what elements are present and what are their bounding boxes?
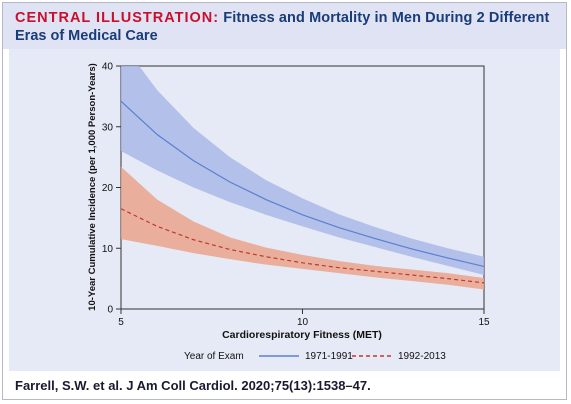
illustration-label: CENTRAL ILLUSTRATION: — [15, 10, 220, 26]
chart-panel: 0 10 20 30 40 5 10 15 10-Year Cumulative Incide… — [9, 49, 560, 371]
series-line-1992-2013 — [121, 208, 484, 284]
series-line-1971-1991 — [121, 100, 484, 268]
y-tick-label: 30 — [102, 122, 114, 133]
x-tick-label: 5 — [118, 317, 124, 328]
chart: 0 10 20 30 40 5 10 15 10-Year Cumulative Incide… — [87, 62, 490, 363]
illustration-frame: CENTRAL ILLUSTRATION: Fitness and Mortal… — [2, 2, 567, 400]
legend-label-1971-1991: 1971-1991 — [305, 351, 353, 362]
y-tick-label: 0 — [107, 305, 113, 316]
x-tick-label: 10 — [297, 317, 309, 328]
y-tick-label: 20 — [102, 183, 114, 194]
x-tick-label: 15 — [478, 317, 490, 328]
y-tick-label: 40 — [102, 62, 114, 73]
title-text-1: Fitness and Mortality in Men During 2 Di… — [223, 10, 550, 26]
x-axis-label: Cardiorespiratory Fitness (MET) — [222, 329, 382, 341]
confidence-band-1992-2013 — [121, 166, 484, 290]
legend-title: Year of Exam — [184, 351, 244, 362]
series-lines — [121, 100, 484, 284]
y-axis-label: 10-Year Cumulative Incidence (per 1,000 … — [87, 63, 98, 311]
header-banner: CENTRAL ILLUSTRATION: Fitness and Mortal… — [3, 3, 566, 49]
title-line-1: CENTRAL ILLUSTRATION: Fitness and Mortal… — [15, 10, 549, 26]
title-line-2: Eras of Medical Care — [15, 28, 158, 44]
legend-label-1992-2013: 1992-2013 — [398, 351, 446, 362]
y-tick-label: 10 — [102, 244, 114, 255]
confidence-bands — [121, 66, 484, 290]
confidence-band-1971-1991 — [121, 66, 484, 275]
citation: Farrell, S.W. et al. J Am Coll Cardiol. … — [15, 378, 371, 393]
axes: 0 10 20 30 40 5 10 15 — [102, 62, 490, 329]
